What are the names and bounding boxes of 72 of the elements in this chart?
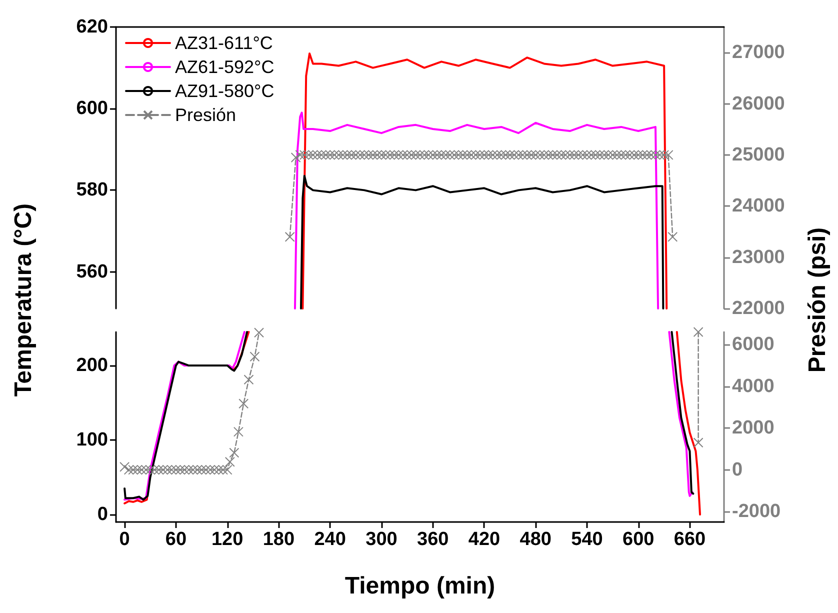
legend-label: AZ91-580°C: [175, 81, 274, 101]
line-series: [300, 174, 664, 310]
y-tick-label: 100: [76, 430, 108, 451]
x-tick-label: 540: [571, 529, 603, 550]
y2-tick-label: 0: [732, 459, 743, 480]
y-tick-label: 620: [76, 16, 108, 38]
x-tick-label: 60: [165, 529, 187, 550]
y2-tick-label: 24000: [732, 196, 785, 217]
y-tick-label: 0: [97, 504, 108, 526]
point: [250, 352, 260, 362]
x-tick-label: 420: [468, 529, 500, 550]
point: [140, 464, 151, 475]
point: [162, 464, 172, 475]
x-tick-label: 0: [119, 529, 130, 550]
x-tick-label: 120: [211, 529, 244, 550]
point: [145, 464, 156, 475]
point: [214, 464, 224, 475]
point: [254, 328, 264, 338]
point: [154, 464, 164, 475]
point: [136, 464, 147, 475]
y-axis-title: Temperatura (°C): [10, 203, 38, 397]
point: [192, 464, 202, 475]
x-tick-label: 180: [262, 529, 295, 550]
legend-label: AZ31-611°C: [175, 33, 273, 53]
y-tick-label: 200: [76, 355, 108, 376]
y2-tick-label: 27000: [732, 42, 785, 64]
point: [200, 464, 211, 475]
y2-axis-title: Presión (psi): [804, 227, 832, 373]
point: [233, 426, 244, 437]
x-axis-title: Tiempo (min): [344, 572, 496, 600]
y-tick-label: 600: [76, 98, 108, 120]
point: [166, 464, 177, 475]
y2-tick-label: 6000: [732, 334, 774, 356]
y2-tick-label: 25000: [732, 144, 785, 166]
y-tick-label: 560: [76, 261, 108, 282]
y2-tick-label: 23000: [732, 246, 785, 268]
point: [209, 464, 220, 475]
y2-tick-label: 2000: [732, 418, 774, 439]
y2-tick-label: 22000: [732, 298, 785, 319]
x-tick-label: 360: [416, 529, 449, 550]
point: [180, 464, 190, 475]
x-tick-label: 480: [520, 529, 552, 550]
y-tick-label: 580: [76, 180, 108, 201]
point: [150, 464, 160, 475]
y2-tick-label: -2000: [732, 501, 781, 522]
legend-label: AZ61-592°C: [175, 57, 274, 77]
x-tick-label: 300: [366, 529, 398, 550]
point: [205, 464, 216, 475]
point: [196, 464, 207, 475]
point: [170, 464, 181, 475]
point: [238, 398, 249, 409]
x-tick-label: 660: [674, 529, 706, 550]
line-series: [294, 112, 660, 310]
point: [229, 448, 240, 458]
y2-tick-label: 26000: [732, 93, 785, 114]
line-series: [302, 52, 668, 310]
y2-tick-label: 4000: [732, 376, 774, 397]
point: [244, 374, 254, 385]
point: [158, 464, 168, 475]
point: [693, 327, 704, 337]
legend-label: Presión: [175, 105, 236, 125]
point: [693, 438, 704, 448]
point: [124, 464, 134, 475]
point: [188, 464, 198, 475]
point: [132, 464, 142, 475]
point: [184, 464, 194, 475]
point: [175, 464, 186, 475]
point: [120, 462, 130, 472]
point: [218, 464, 228, 475]
point: [128, 464, 138, 475]
x-tick-label: 600: [622, 529, 654, 550]
x-tick-label: 240: [314, 529, 346, 550]
